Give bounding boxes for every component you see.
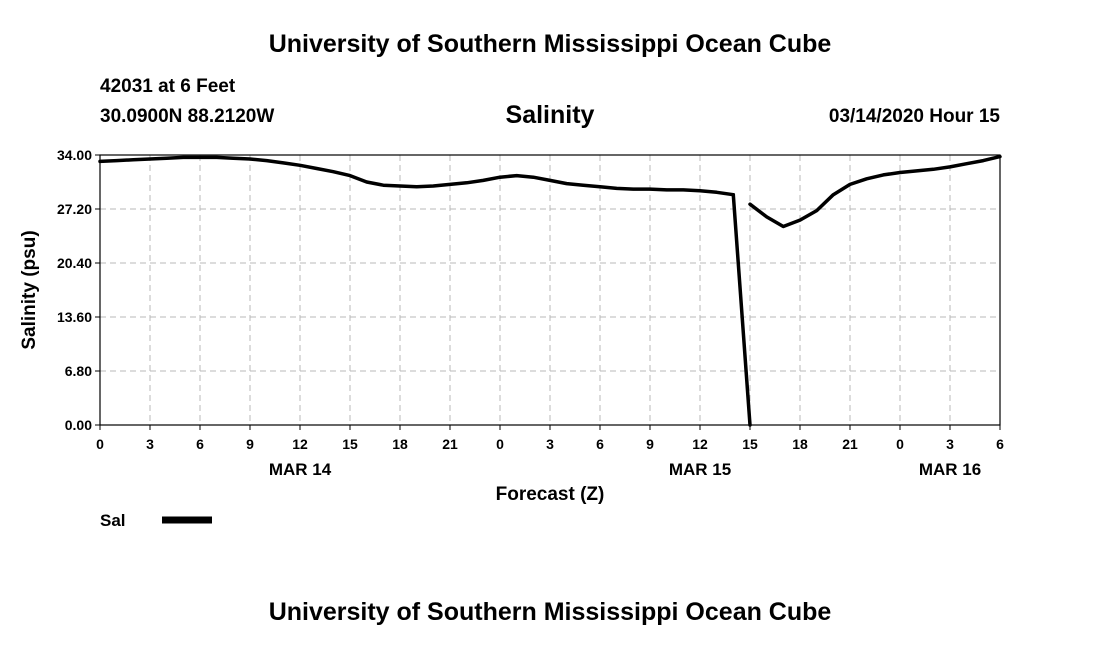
x-tick-label: 18: [792, 436, 808, 452]
x-tick-label: 12: [692, 436, 708, 452]
x-tick-label: 3: [946, 436, 954, 452]
y-tick-label: 34.00: [57, 147, 92, 163]
x-axis: 0 3 6 9 12 15 18 21 0 3 6 9 12 15 18 21 0 3 6 MAR 14 MAR 15 M…: [96, 425, 1004, 479]
x-tick-label: 9: [646, 436, 654, 452]
page-title: University of Southern Mississippi Ocean…: [268, 30, 832, 58]
x-tick-label: 3: [546, 436, 554, 452]
x-tick-label: 0: [496, 436, 504, 452]
x-tick-label: 0: [896, 436, 904, 452]
series-line-sal: [98, 155, 736, 197]
x-tick-label: 15: [742, 436, 758, 452]
x-tick-label: 6: [196, 436, 204, 452]
series-layer: [98, 154, 1002, 427]
series-line-sal: [731, 192, 752, 427]
x-tick-label: 6: [996, 436, 1004, 452]
y-axis-title: Salinity (psu): [19, 230, 40, 349]
chart-title: Salinity: [505, 101, 595, 129]
legend-label: Sal: [100, 511, 126, 530]
x-tick-label: 3: [146, 436, 154, 452]
y-tick-label: 6.80: [65, 363, 92, 379]
x-tick-label: 18: [392, 436, 408, 452]
y-axis: 0.00 6.80 13.60 20.40 27.20 34.00: [57, 147, 100, 433]
x-tick-label: 12: [292, 436, 308, 452]
y-tick-label: 13.60: [57, 309, 92, 325]
x-tick-label: 9: [246, 436, 254, 452]
x-axis-title: Forecast (Z): [496, 484, 605, 505]
station-label: 42031 at 6 Feet: [100, 76, 236, 97]
station-coordinates: 30.0900N 88.2120W: [100, 106, 275, 127]
series-line-sal: [748, 154, 1002, 229]
x-tick-label: 15: [342, 436, 358, 452]
footer-title: University of Southern Mississippi Ocean…: [268, 598, 832, 626]
x-tick-label: 6: [596, 436, 604, 452]
x-tick-label: 0: [96, 436, 104, 452]
x-date-label: MAR 16: [919, 460, 981, 479]
x-date-label: MAR 14: [269, 460, 332, 479]
x-tick-label: 21: [842, 436, 858, 452]
y-tick-label: 27.20: [57, 201, 92, 217]
forecast-datetime: 03/14/2020 Hour 15: [828, 106, 1000, 127]
x-tick-label: 21: [442, 436, 458, 452]
y-tick-label: 0.00: [65, 417, 92, 433]
x-date-label: MAR 15: [669, 460, 731, 479]
y-tick-label: 20.40: [57, 255, 92, 271]
grid-lines: [99, 154, 1001, 426]
